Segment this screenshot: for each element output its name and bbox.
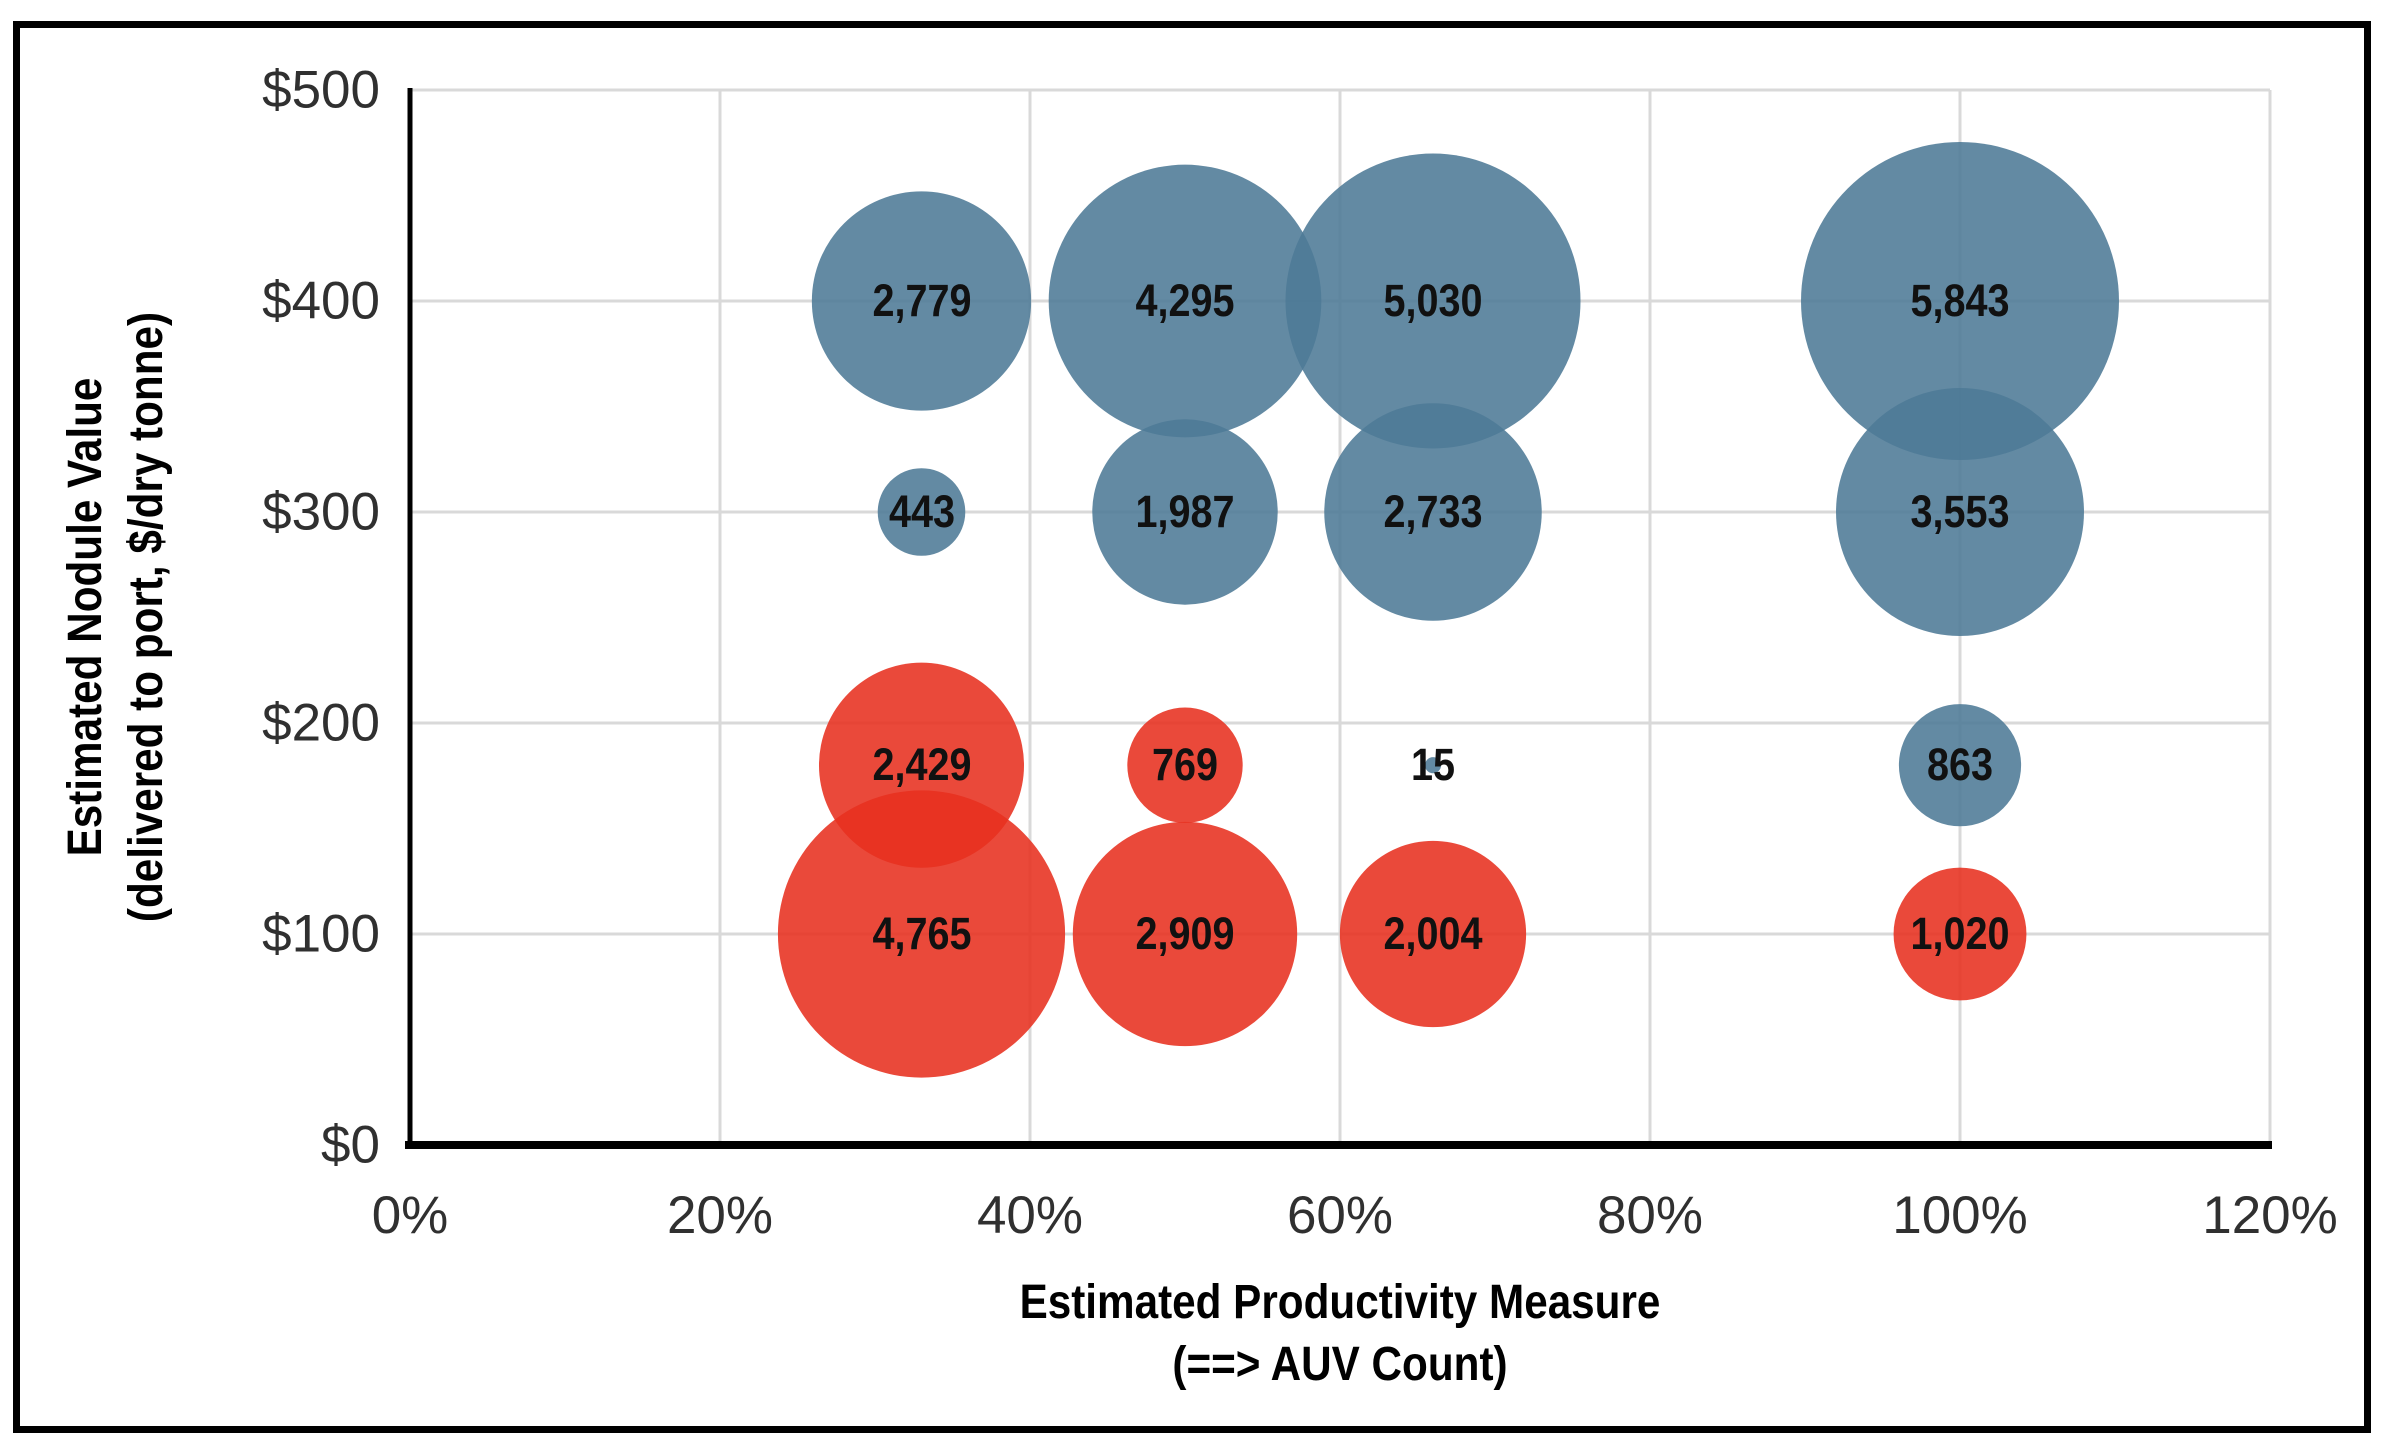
bubble-blue_series-66-300 xyxy=(1324,403,1542,621)
y-tick-$0: $0 xyxy=(321,1115,380,1175)
bubble-label-100-400: 5,843 xyxy=(1910,275,2010,326)
bubble-label-66-100: 2,004 xyxy=(1383,908,1483,959)
y-axis-title: Estimated Nodule Value (delivered to por… xyxy=(55,312,177,922)
bubble-label-66-180: 15 xyxy=(1410,739,1456,791)
y-tick-$100: $100 xyxy=(262,904,380,964)
y-tick-$300: $300 xyxy=(262,482,380,542)
bubble-blue_series-66-400 xyxy=(1285,153,1581,449)
x-axis-title-line2: (==> AUV Count) xyxy=(1172,1338,1508,1391)
y-tick-$200: $200 xyxy=(262,693,380,753)
bubble-label-50-300: 1,987 xyxy=(1135,486,1235,537)
bubble-blue_series-66-180 xyxy=(1424,757,1442,774)
bubble-red_series-66-100 xyxy=(1339,840,1527,1028)
bubble-red_series-50-100 xyxy=(1072,821,1298,1047)
x-tick-120%: 120% xyxy=(2202,1186,2338,1245)
bubble-label-33-100: 4,765 xyxy=(871,908,972,959)
bubble-red_series-50-180 xyxy=(1127,707,1243,823)
bubble-blue_series-50-400 xyxy=(1048,164,1322,438)
bubble-label-50-400: 4,295 xyxy=(1135,275,1235,326)
x-tick-20%: 20% xyxy=(666,1186,774,1245)
x-axis-title: Estimated Productivity Measure (==> AUV … xyxy=(522,1272,2159,1396)
bubble-red_series-33-180 xyxy=(818,662,1025,868)
x-tick-40%: 40% xyxy=(976,1186,1084,1245)
bubble-red_series-33-100 xyxy=(777,790,1066,1078)
bubble-label-66-400: 5,030 xyxy=(1383,275,1483,326)
x-tick-100%: 100% xyxy=(1892,1186,2028,1245)
bubble-label-50-100: 2,909 xyxy=(1135,908,1235,959)
bubble-blue_series-50-300 xyxy=(1092,419,1278,605)
bubble-label-33-180: 2,429 xyxy=(871,739,972,791)
bubble-label-33-400: 2,779 xyxy=(871,275,972,326)
y-tick-$500: $500 xyxy=(262,60,380,120)
x-tick-60%: 60% xyxy=(1286,1186,1394,1245)
bubble-label-100-300: 3,553 xyxy=(1910,486,2010,537)
x-axis-title-line1: Estimated Productivity Measure xyxy=(1019,1276,1661,1329)
bubble-red_series-100-100 xyxy=(1893,867,2027,1001)
bubble-label-100-180: 863 xyxy=(1926,739,1994,791)
x-tick-80%: 80% xyxy=(1596,1186,1704,1245)
y-axis-title-line2: (delivered to port, $/dry tonne) xyxy=(120,311,173,923)
y-tick-$400: $400 xyxy=(262,271,380,331)
bubble-label-100-100: 1,020 xyxy=(1910,908,2010,959)
y-axis-title-line1: Estimated Nodule Value xyxy=(59,377,112,857)
bubble-blue_series-100-300 xyxy=(1836,388,2084,636)
bubble-label-66-300: 2,733 xyxy=(1383,486,1483,537)
bubble-blue_series-100-180 xyxy=(1898,704,2022,827)
bubble-blue_series-100-400 xyxy=(1801,142,2119,460)
bubble-blue_series-33-300 xyxy=(877,468,966,556)
x-tick-0%: 0% xyxy=(371,1186,449,1245)
bubble-label-50-180: 769 xyxy=(1151,739,1219,791)
bubble-label-33-300: 443 xyxy=(888,486,955,537)
figure-border xyxy=(13,21,2371,1433)
bubble-blue_series-33-400 xyxy=(811,191,1032,411)
